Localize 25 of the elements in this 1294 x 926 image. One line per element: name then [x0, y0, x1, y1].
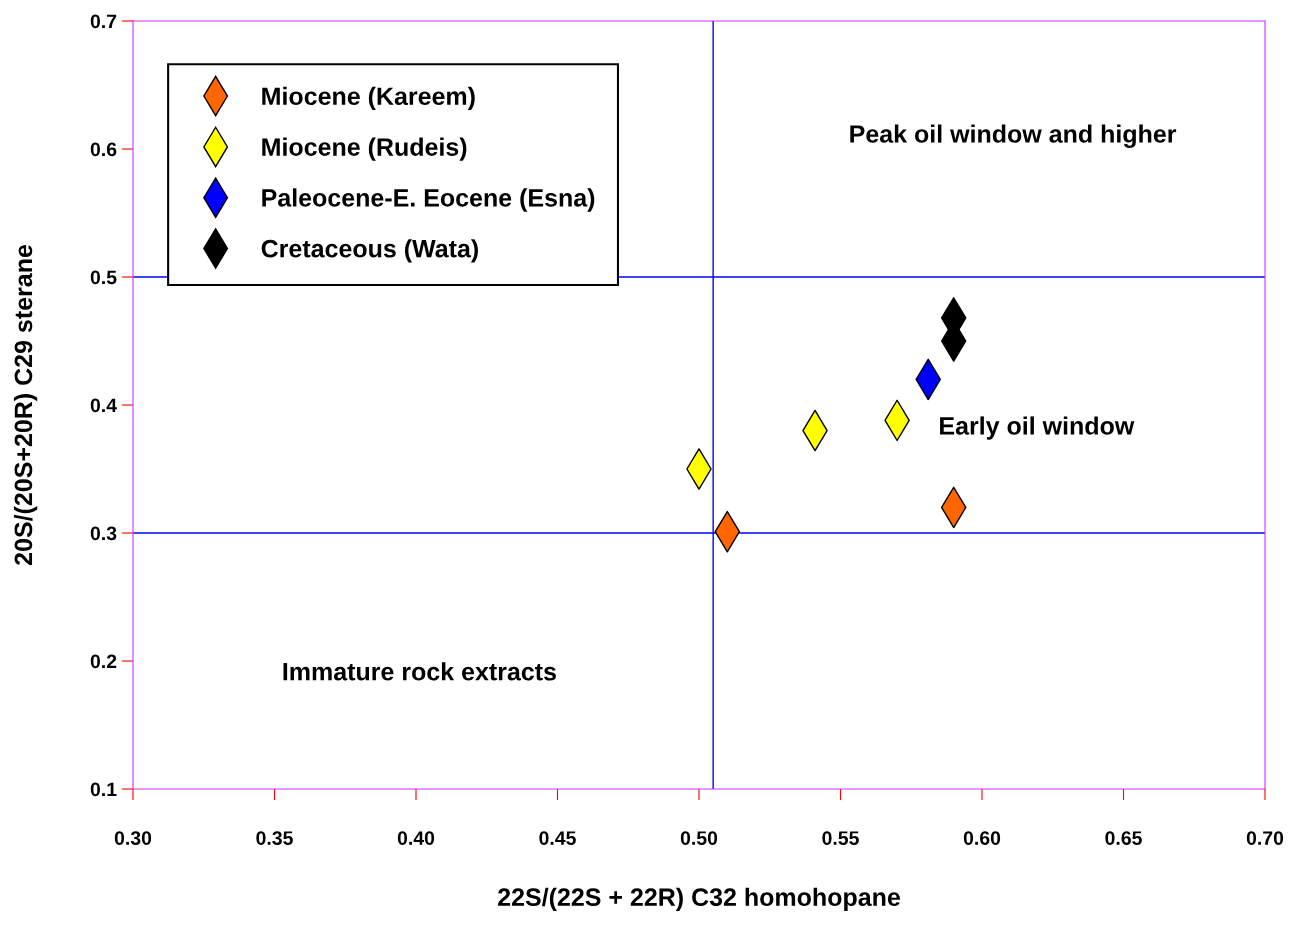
- x-tick-label: 0.60: [963, 831, 1001, 845]
- y-tick-label: 0.5: [90, 270, 117, 285]
- y-tick-label: 0.4: [90, 398, 117, 413]
- y-axis-title: 20S/(20S+20R) C29 sterane: [13, 244, 38, 565]
- legend-label: Miocene (Rudeis): [262, 137, 467, 161]
- y-tick-label: 0.7: [90, 14, 117, 29]
- x-tick-label: 0.55: [822, 831, 859, 845]
- x-tick-label: 0.45: [539, 831, 576, 845]
- x-tick-label: 0.30: [114, 831, 152, 845]
- annotation: Immature rock extracts: [283, 662, 556, 681]
- x-tick-label: 0.40: [397, 831, 435, 845]
- y-tick-label: 0.3: [90, 526, 117, 541]
- x-tick-label: 0.35: [256, 831, 293, 845]
- annotation: Early oil window: [940, 416, 1135, 440]
- y-tick-label: 0.6: [90, 142, 117, 157]
- x-tick-label: 0.70: [1246, 831, 1284, 845]
- x-axis-title: 22S/(22S + 22R) C32 homohopane: [498, 887, 900, 911]
- x-tick-label: 0.50: [680, 831, 718, 845]
- legend-label: Paleocene-E. Eocene (Esna): [262, 188, 595, 212]
- y-tick-label: 0.1: [90, 782, 117, 797]
- legend-label: Miocene (Kareem): [262, 86, 475, 111]
- y-tick-label: 0.2: [90, 654, 117, 669]
- x-tick-label: 0.65: [1105, 831, 1142, 845]
- legend-label: Cretaceous (Wata): [261, 239, 478, 263]
- annotation: Peak oil window and higher: [850, 124, 1177, 148]
